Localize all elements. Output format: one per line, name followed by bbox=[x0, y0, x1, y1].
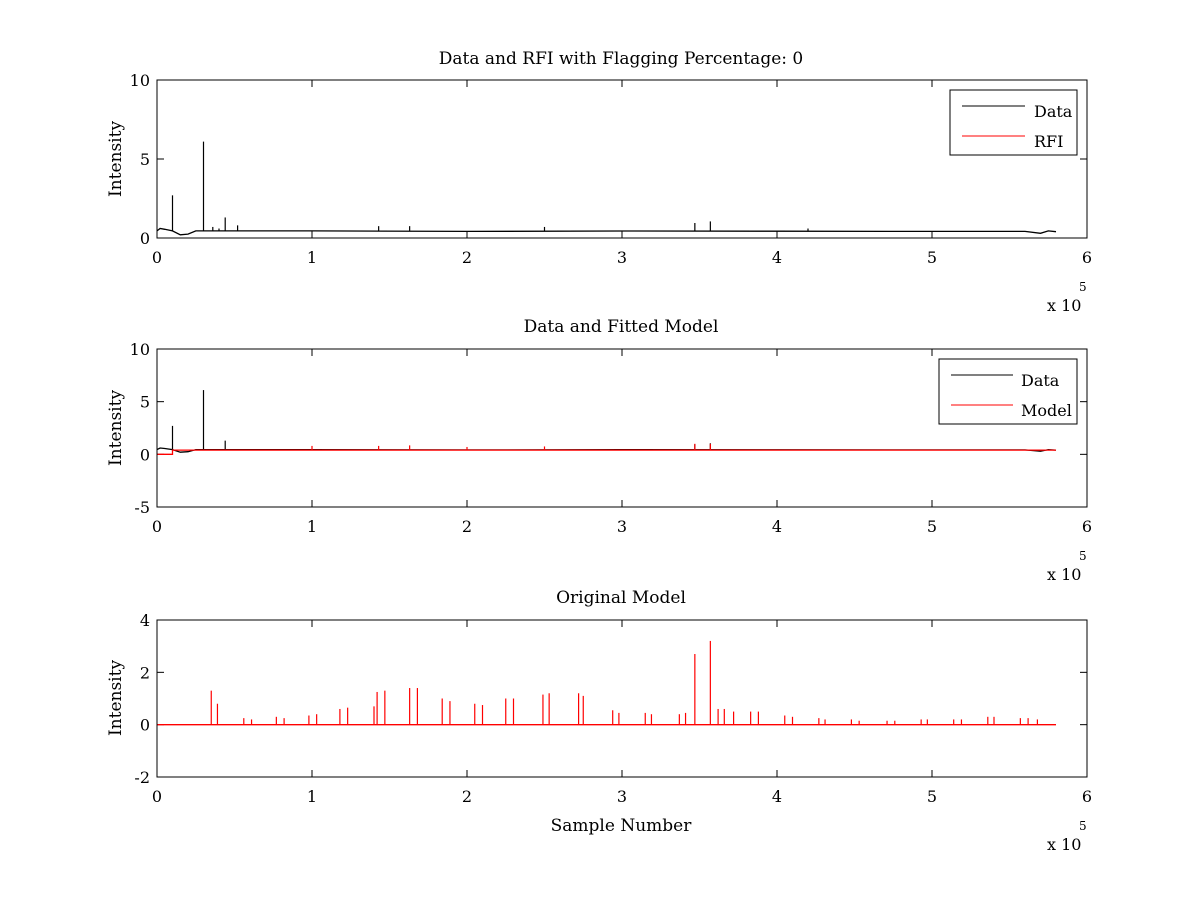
y-tick-label: 5 bbox=[140, 393, 150, 412]
x-tick-label: 2 bbox=[462, 517, 472, 536]
subplot-2-axes-box bbox=[156, 348, 1088, 508]
y-tick-label: -2 bbox=[134, 768, 150, 787]
subplot-2-legend-model-label: Model bbox=[1021, 401, 1072, 420]
subplot-3-x-multiplier: x 10 bbox=[1047, 835, 1081, 854]
subplot-2-ylabel: Intensity bbox=[106, 390, 126, 466]
x-tick-label: 6 bbox=[1082, 787, 1092, 806]
x-tick-label: 2 bbox=[462, 787, 472, 806]
x-tick-label: 0 bbox=[152, 248, 162, 267]
x-tick-label: 1 bbox=[307, 248, 317, 267]
subplot-3-x-multiplier-exponent: 5 bbox=[1079, 819, 1087, 833]
x-tick-label: 1 bbox=[307, 787, 317, 806]
subplot-1-x-multiplier: x 10 bbox=[1047, 296, 1081, 315]
x-tick-label: 4 bbox=[772, 517, 782, 536]
x-tick-label: 5 bbox=[927, 248, 937, 267]
x-tick-label: 3 bbox=[617, 787, 627, 806]
y-tick-label: 0 bbox=[140, 716, 150, 735]
subplot-3-title: Original Model bbox=[556, 588, 686, 608]
subplot-2-legend-data-label: Data bbox=[1021, 371, 1060, 390]
y-tick-label: 2 bbox=[140, 663, 150, 682]
subplot-3-xlabel: Sample Number bbox=[551, 816, 693, 836]
y-tick-label: -5 bbox=[134, 498, 150, 517]
x-tick-label: 0 bbox=[152, 787, 162, 806]
subplot-3-axes-box bbox=[156, 619, 1088, 778]
x-tick-label: 4 bbox=[772, 248, 782, 267]
subplot-2-title: Data and Fitted Model bbox=[524, 317, 719, 337]
x-tick-label: 6 bbox=[1082, 248, 1092, 267]
subplot-2-x-multiplier-exponent: 5 bbox=[1079, 549, 1087, 563]
x-tick-label: 3 bbox=[617, 517, 627, 536]
x-tick-label: 5 bbox=[927, 517, 937, 536]
subplot-3-plot-area bbox=[157, 640, 1056, 726]
subplot-1-title: Data and RFI with Flagging Percentage: 0 bbox=[439, 49, 803, 69]
x-tick-label: 1 bbox=[307, 517, 317, 536]
subplot-2-legend: Data Model bbox=[938, 358, 1078, 425]
y-tick-label: 0 bbox=[140, 229, 150, 248]
subplot-3-ylabel: Intensity bbox=[106, 660, 126, 736]
series-line-data bbox=[156, 227, 1057, 236]
subplot-1-axes-box bbox=[156, 79, 1088, 239]
subplot-1: Data and RFI with Flagging Percentage: 0… bbox=[106, 49, 1092, 315]
y-tick-label: 10 bbox=[130, 71, 150, 90]
subplot-1-plot-area bbox=[156, 141, 1057, 236]
subplot-2-x-multiplier: x 10 bbox=[1047, 565, 1081, 584]
x-tick-label: 0 bbox=[152, 517, 162, 536]
subplot-1-legend: Data RFI bbox=[949, 89, 1078, 156]
y-tick-label: 4 bbox=[140, 611, 150, 630]
series-line-model bbox=[157, 449, 1056, 455]
subplot-1-legend-rfi-label: RFI bbox=[1034, 132, 1063, 151]
subplot-1-ylabel: Intensity bbox=[106, 121, 126, 197]
x-tick-label: 6 bbox=[1082, 517, 1092, 536]
y-tick-label: 10 bbox=[130, 340, 150, 359]
x-tick-label: 3 bbox=[617, 248, 627, 267]
subplot-2-plot-area bbox=[156, 390, 1057, 455]
subplot-2-legend-box bbox=[938, 358, 1078, 425]
x-tick-label: 2 bbox=[462, 248, 472, 267]
subplot-1-legend-box bbox=[949, 89, 1078, 156]
y-tick-label: 5 bbox=[140, 150, 150, 169]
x-tick-label: 4 bbox=[772, 787, 782, 806]
subplot-1-x-multiplier-exponent: 5 bbox=[1079, 280, 1087, 294]
y-tick-label: 0 bbox=[140, 445, 150, 464]
subplot-2: Data and Fitted Model Intensity 0 1 2 3 4 5 6 -… bbox=[106, 317, 1092, 584]
x-tick-label: 5 bbox=[927, 787, 937, 806]
subplot-1-legend-data-label: Data bbox=[1034, 102, 1073, 121]
